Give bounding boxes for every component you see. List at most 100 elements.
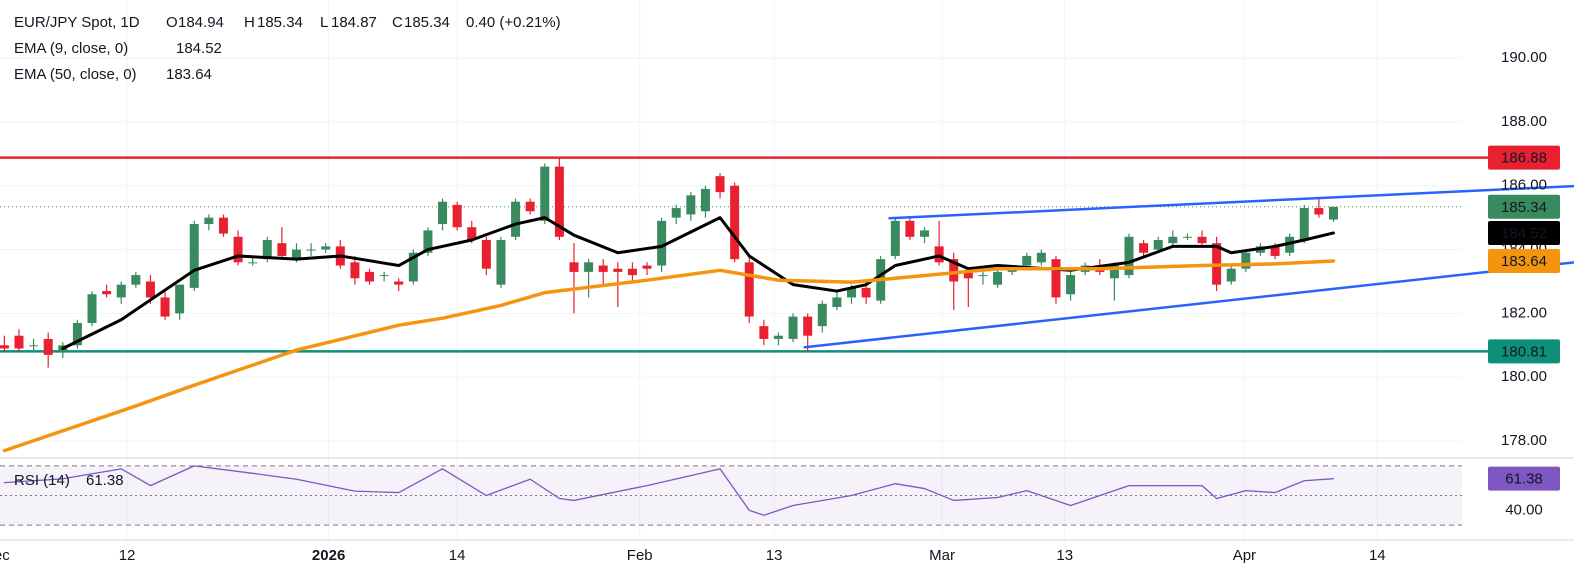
candle-body xyxy=(1241,252,1251,269)
y-tick-label: 180.00 xyxy=(1501,368,1547,385)
ema9-legend: EMA (9, close, 0) xyxy=(14,40,128,57)
candle-body xyxy=(204,217,214,225)
candle-body xyxy=(233,236,243,263)
candle-body xyxy=(218,217,228,234)
y-tick-label: 182.00 xyxy=(1501,304,1547,321)
plot-area xyxy=(0,156,1574,453)
candle-body xyxy=(1036,252,1046,263)
x-tick-label: 14 xyxy=(449,547,466,564)
candle-body xyxy=(569,262,579,272)
candle-body xyxy=(715,176,725,193)
trend-line xyxy=(803,261,1574,349)
candle-body xyxy=(438,201,448,225)
candle-body xyxy=(131,275,141,285)
candle-body xyxy=(1314,208,1324,215)
candle-body xyxy=(1109,265,1119,279)
rsi-legend-value: 61.38 xyxy=(86,472,124,489)
candle-body xyxy=(262,239,272,260)
labels: EUR/JPY Spot, 1D O 184.94 H 185.34 L 184… xyxy=(0,14,1560,564)
ema-line xyxy=(61,216,1335,350)
low-letter: L xyxy=(320,14,328,31)
candle-body xyxy=(145,281,155,298)
candle-body xyxy=(905,220,915,237)
candle-body xyxy=(0,345,9,349)
candle-body xyxy=(554,166,564,237)
ema-price-box xyxy=(1488,220,1560,245)
x-tick-label: Feb xyxy=(627,547,653,564)
candle-body xyxy=(467,227,477,240)
x-tick-label: 12 xyxy=(119,547,136,564)
candle-body xyxy=(686,195,696,215)
x-tick-label: Apr xyxy=(1233,547,1256,564)
candle-body xyxy=(773,335,783,339)
candle-body xyxy=(1022,255,1032,266)
candle-body xyxy=(759,326,769,339)
level-price-box xyxy=(1488,339,1560,364)
candle-body xyxy=(1124,236,1134,276)
y-tick-label: 186.00 xyxy=(1501,177,1547,194)
candle-body xyxy=(788,316,798,339)
candle-body xyxy=(87,294,97,323)
candle-body xyxy=(993,271,1003,285)
candle-body xyxy=(496,239,506,285)
candle-body xyxy=(189,224,199,288)
y-tick-label: 190.00 xyxy=(1501,49,1547,66)
rsi-legend: RSI (14) xyxy=(14,472,70,489)
last-price-label: 185.34 xyxy=(1501,199,1547,216)
y-tick-label: 178.00 xyxy=(1501,432,1547,449)
high-letter: H xyxy=(244,14,255,31)
ema50-legend-value: 183.64 xyxy=(166,66,212,83)
candle-body xyxy=(1197,236,1207,244)
x-tick-label: 13 xyxy=(1056,547,1073,564)
rsi-line xyxy=(3,465,1335,516)
ema-price-box xyxy=(1488,249,1560,274)
candle-body xyxy=(511,201,521,237)
open-letter: O xyxy=(166,14,178,31)
candle-body xyxy=(803,316,813,336)
candle-body xyxy=(1270,246,1280,256)
candle-body xyxy=(934,246,944,263)
candle-body xyxy=(248,262,258,264)
candle-body xyxy=(306,249,316,251)
candle-body xyxy=(175,284,185,314)
candle-body xyxy=(379,275,389,277)
candle-body xyxy=(627,268,637,276)
low-value: 184.87 xyxy=(331,14,377,31)
candle-body xyxy=(846,287,856,298)
level-price-box xyxy=(1488,145,1560,170)
last-price-box xyxy=(1488,194,1560,219)
candle-body xyxy=(72,322,82,346)
candle-body xyxy=(642,265,652,269)
level-price-label: 180.81 xyxy=(1501,343,1547,360)
candle-body xyxy=(861,287,871,298)
candle-body xyxy=(277,243,287,256)
candle-body xyxy=(350,262,360,279)
ema50-legend: EMA (50, close, 0) xyxy=(14,66,137,83)
change-label: 0.40 (+0.21%) xyxy=(466,14,561,31)
candle-body xyxy=(1066,275,1076,295)
candle-body xyxy=(744,262,754,317)
y-tick-label: 188.00 xyxy=(1501,113,1547,130)
candle-body xyxy=(1285,236,1295,253)
ema-line xyxy=(2,259,1336,453)
rsi-price-label: 61.38 xyxy=(1505,471,1543,488)
candle-body xyxy=(613,268,623,272)
rsi-price-box xyxy=(1488,466,1560,491)
candle-body xyxy=(1153,239,1163,250)
x-tick-label: 13 xyxy=(766,547,783,564)
candle-body xyxy=(963,271,973,279)
candle-body xyxy=(540,166,550,221)
candle-body xyxy=(365,271,375,282)
candle-body xyxy=(525,201,535,212)
candle-body xyxy=(890,220,900,256)
x-tick-label: 14 xyxy=(1369,547,1386,564)
candle-body xyxy=(817,303,827,327)
candle-body xyxy=(321,246,331,250)
candle-body xyxy=(920,230,930,237)
candle-body xyxy=(700,188,710,212)
x-tick-label: Mar xyxy=(929,547,955,564)
candle-body xyxy=(394,281,404,285)
candle-body xyxy=(949,259,959,282)
